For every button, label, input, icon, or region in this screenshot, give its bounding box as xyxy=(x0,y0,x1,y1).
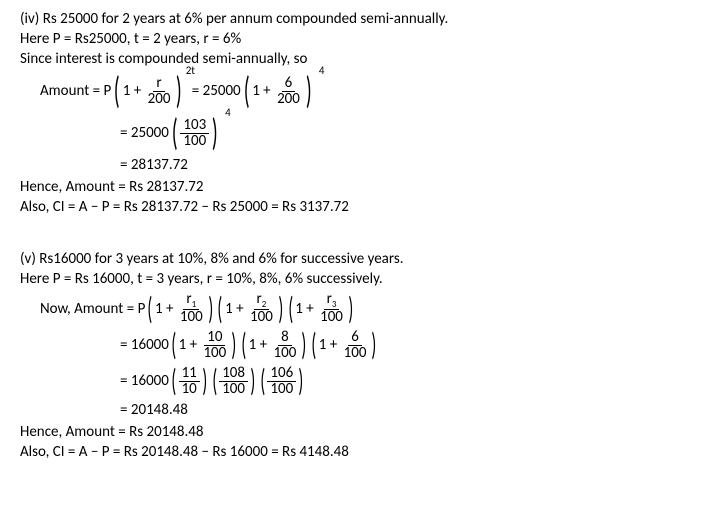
frac-r-200: r200 xyxy=(145,76,174,107)
frac-r1: r1 100 xyxy=(177,292,206,325)
frac-10-100: 10100 xyxy=(200,330,229,361)
v-result: = 20148.48 xyxy=(120,401,691,419)
iv-heading: (iv) Rs 25000 for 2 years at 6% per annu… xyxy=(20,10,691,28)
iv-result: = 28137.72 xyxy=(120,156,691,174)
now-amount: Now, Amount = P xyxy=(40,300,145,318)
v-formula-2: = 16000 ( 1 + 10100 ) ( 1 + 8100 ) ( 1 +… xyxy=(120,329,691,361)
frac-r2: r2 100 xyxy=(247,292,276,325)
v-one-f: 1 + xyxy=(319,336,337,354)
frac-8-100: 8100 xyxy=(271,330,300,361)
v-one-c: 1 + xyxy=(295,300,313,318)
frac-6-100: 6100 xyxy=(341,330,370,361)
text-one-b: 1 + xyxy=(252,82,270,100)
frac-106-100: 106100 xyxy=(267,366,296,397)
iv-given: Here P = Rs25000, t = 2 years, r = 6% xyxy=(20,30,691,48)
iv-hence: Hence, Amount = Rs 28137.72 xyxy=(20,178,691,196)
v-formula-1: Now, Amount = P ( 1 + r1 100 ) ( 1 + r2 … xyxy=(40,292,691,325)
v-one-b: 1 + xyxy=(225,300,243,318)
iv-formula-2: = 25000 ( 103100 ) 4 xyxy=(120,114,691,152)
eq-16000-2: = 16000 xyxy=(120,372,169,390)
v-ci: Also, CI = A − P = Rs 20148.48 − Rs 1600… xyxy=(20,443,691,461)
frac-6-200: 6200 xyxy=(274,76,303,107)
v-given: Here P = Rs 16000, t = 3 years, r = 10%,… xyxy=(20,270,691,288)
frac-103-100: 103100 xyxy=(180,118,209,149)
frac-108-100: 108100 xyxy=(219,366,248,397)
frac-11-10: 1110 xyxy=(179,366,200,397)
iv-note: Since interest is compounded semi-annual… xyxy=(20,50,691,68)
v-heading: (v) Rs16000 for 3 years at 10%, 8% and 6… xyxy=(20,250,691,268)
v-one-a: 1 + xyxy=(155,300,173,318)
text-one: 1 + xyxy=(123,82,141,100)
eq-25000-2: = 25000 xyxy=(120,124,169,142)
iv-ci: Also, CI = A − P = Rs 28137.72 − Rs 2500… xyxy=(20,198,691,216)
v-one-d: 1 + xyxy=(179,336,197,354)
frac-r3: r3 100 xyxy=(317,292,346,325)
iv-formula-1: Amount = P ( 1 + r200 ) 2t = 25000 ( 1 +… xyxy=(40,72,691,110)
v-one-e: 1 + xyxy=(249,336,267,354)
amount-label: Amount = P xyxy=(40,82,111,100)
v-formula-3: = 16000 ( 1110 ) ( 108100 ) ( 106100 ) xyxy=(120,365,691,397)
eq-16000-1: = 16000 xyxy=(120,336,169,354)
eq-25000-1: = 25000 xyxy=(192,82,241,100)
v-hence: Hence, Amount = Rs 20148.48 xyxy=(20,423,691,441)
